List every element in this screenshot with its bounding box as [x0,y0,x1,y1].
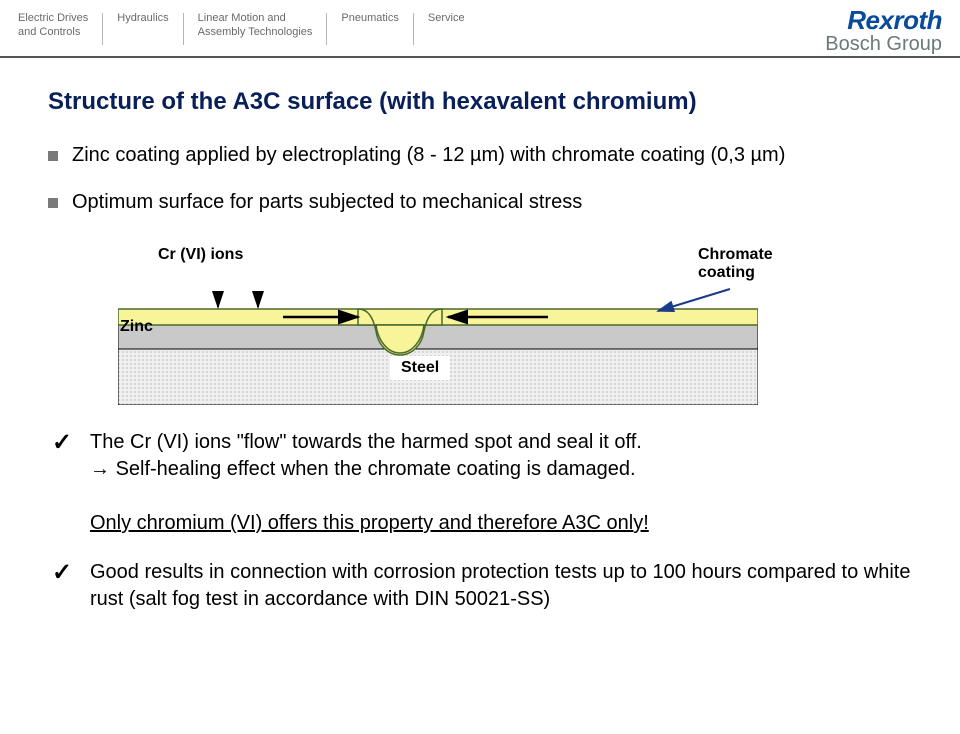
brand-rexroth: Rexroth [825,8,942,33]
header-col-5-text: Service [428,12,465,24]
diagram-top-labels: Cr (VI) ions Chromate coating [118,246,818,281]
header-col-3: Linear Motion andAssembly Technologies [198,8,313,40]
bullet-text: Zinc coating applied by electroplating (… [72,144,785,166]
header-col-2-text: Hydraulics [117,12,168,24]
check-item: Good results in connection with corrosio… [48,559,912,613]
bullet-item: Zinc coating applied by electroplating (… [48,142,912,169]
label-cr-vi-ions: Cr (VI) ions [158,246,243,281]
brand-block: Rexroth Bosch Group [825,8,942,54]
layer-diagram: Cr (VI) ions Chromate coating [118,246,818,405]
bullet-item: Optimum surface for parts subjected to m… [48,189,912,216]
header-col-3-text: Linear Motion andAssembly Technologies [198,12,313,38]
slide-title: Structure of the A3C surface (with hexav… [48,88,912,116]
check-line: Good results in connection with corrosio… [90,561,910,610]
label-chromate-coating: Chromate coating [698,246,808,281]
header-col-4-text: Pneumatics [341,12,398,24]
header-col-1-text: Electric Drivesand Controls [18,12,88,38]
header-sep [326,13,327,45]
check-line: The Cr (VI) ions "flow" towards the harm… [90,431,642,453]
slide-content: Structure of the A3C surface (with hexav… [0,58,960,655]
brand-bosch: Bosch Group [825,34,942,54]
bullet-text: Optimum surface for parts subjected to m… [72,191,582,213]
label-steel: Steel [390,356,450,380]
zinc-layer [118,325,758,349]
header-sep [102,13,103,45]
header-col-4: Pneumatics [341,8,398,26]
chromate-pointer-icon [658,289,730,311]
header-sep [183,13,184,45]
check-arrow-line: Self-healing effect when the chromate co… [90,458,636,480]
header-col-5: Service [428,8,465,26]
check-underline-line: Only chromium (VI) offers this property … [90,512,649,534]
check-item: The Cr (VI) ions "flow" towards the harm… [48,429,912,537]
label-zinc: Zinc [120,318,153,336]
check-list: The Cr (VI) ions "flow" towards the harm… [48,429,912,613]
cross-section-svg [118,287,758,405]
header-col-2: Hydraulics [117,8,168,26]
slide-header: Electric Drivesand Controls Hydraulics L… [0,0,960,56]
header-col-1: Electric Drivesand Controls [18,8,88,40]
bullet-list: Zinc coating applied by electroplating (… [48,142,912,216]
header-sep [413,13,414,45]
